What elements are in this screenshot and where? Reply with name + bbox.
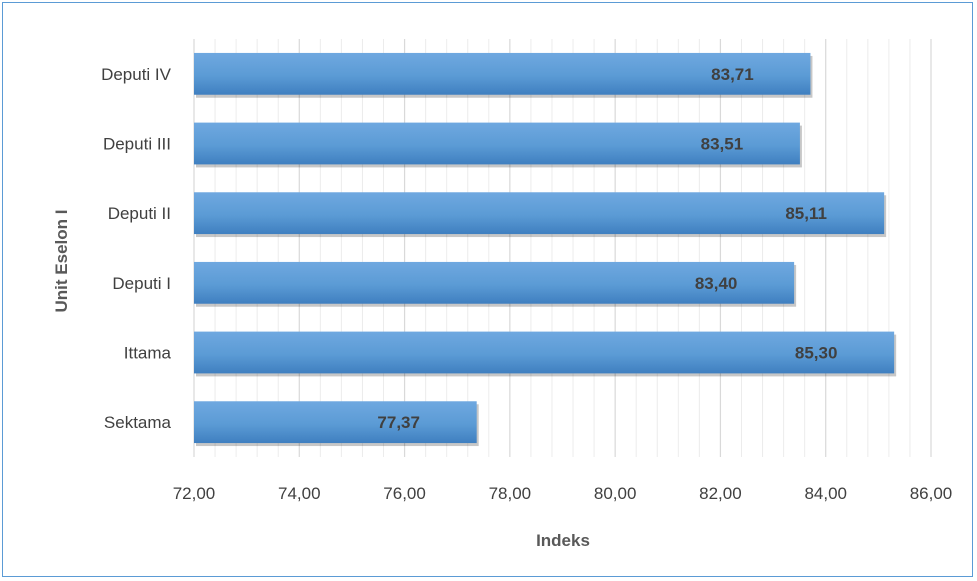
x-tick-label: 80,00 bbox=[594, 484, 637, 503]
category-label: Deputi II bbox=[108, 204, 171, 223]
x-axis-title: Indeks bbox=[536, 531, 590, 550]
category-label: Ittama bbox=[124, 344, 172, 363]
data-label: 83,40 bbox=[695, 274, 738, 293]
x-tick-label: 82,00 bbox=[699, 484, 742, 503]
category-label: Deputi IV bbox=[101, 65, 172, 84]
data-label: 83,71 bbox=[711, 65, 754, 84]
data-label: 77,37 bbox=[377, 413, 420, 432]
category-label: Deputi I bbox=[112, 274, 171, 293]
bar-chart: 72,00 74,00 76,00 78,00 80,00 82,00 84,00 86,00… bbox=[52, 39, 952, 550]
x-tick-label: 78,00 bbox=[489, 484, 532, 503]
bar-sektama bbox=[194, 401, 477, 444]
data-label: 85,30 bbox=[795, 344, 838, 363]
y-axis-title: Unit Eselon I bbox=[52, 210, 71, 313]
x-tick-label: 86,00 bbox=[910, 484, 953, 503]
bar-ittama bbox=[194, 331, 895, 374]
category-label: Sektama bbox=[104, 413, 172, 432]
x-tick-label: 74,00 bbox=[278, 484, 321, 503]
x-tick-label: 72,00 bbox=[173, 484, 216, 503]
x-tick-label: 84,00 bbox=[804, 484, 847, 503]
bar-deputi-iii bbox=[194, 122, 800, 165]
grid-lines bbox=[193, 39, 932, 457]
bar-deputi-i bbox=[194, 261, 795, 304]
category-label: Deputi III bbox=[103, 135, 171, 154]
x-tick-label: 76,00 bbox=[383, 484, 426, 503]
bars bbox=[194, 52, 897, 447]
bar-deputi-iv bbox=[194, 52, 811, 95]
bar-deputi-ii bbox=[194, 192, 885, 235]
labels: 72,00 74,00 76,00 78,00 80,00 82,00 84,00 86,00… bbox=[101, 65, 952, 503]
data-label: 83,51 bbox=[701, 135, 744, 154]
data-label: 85,11 bbox=[785, 204, 827, 223]
